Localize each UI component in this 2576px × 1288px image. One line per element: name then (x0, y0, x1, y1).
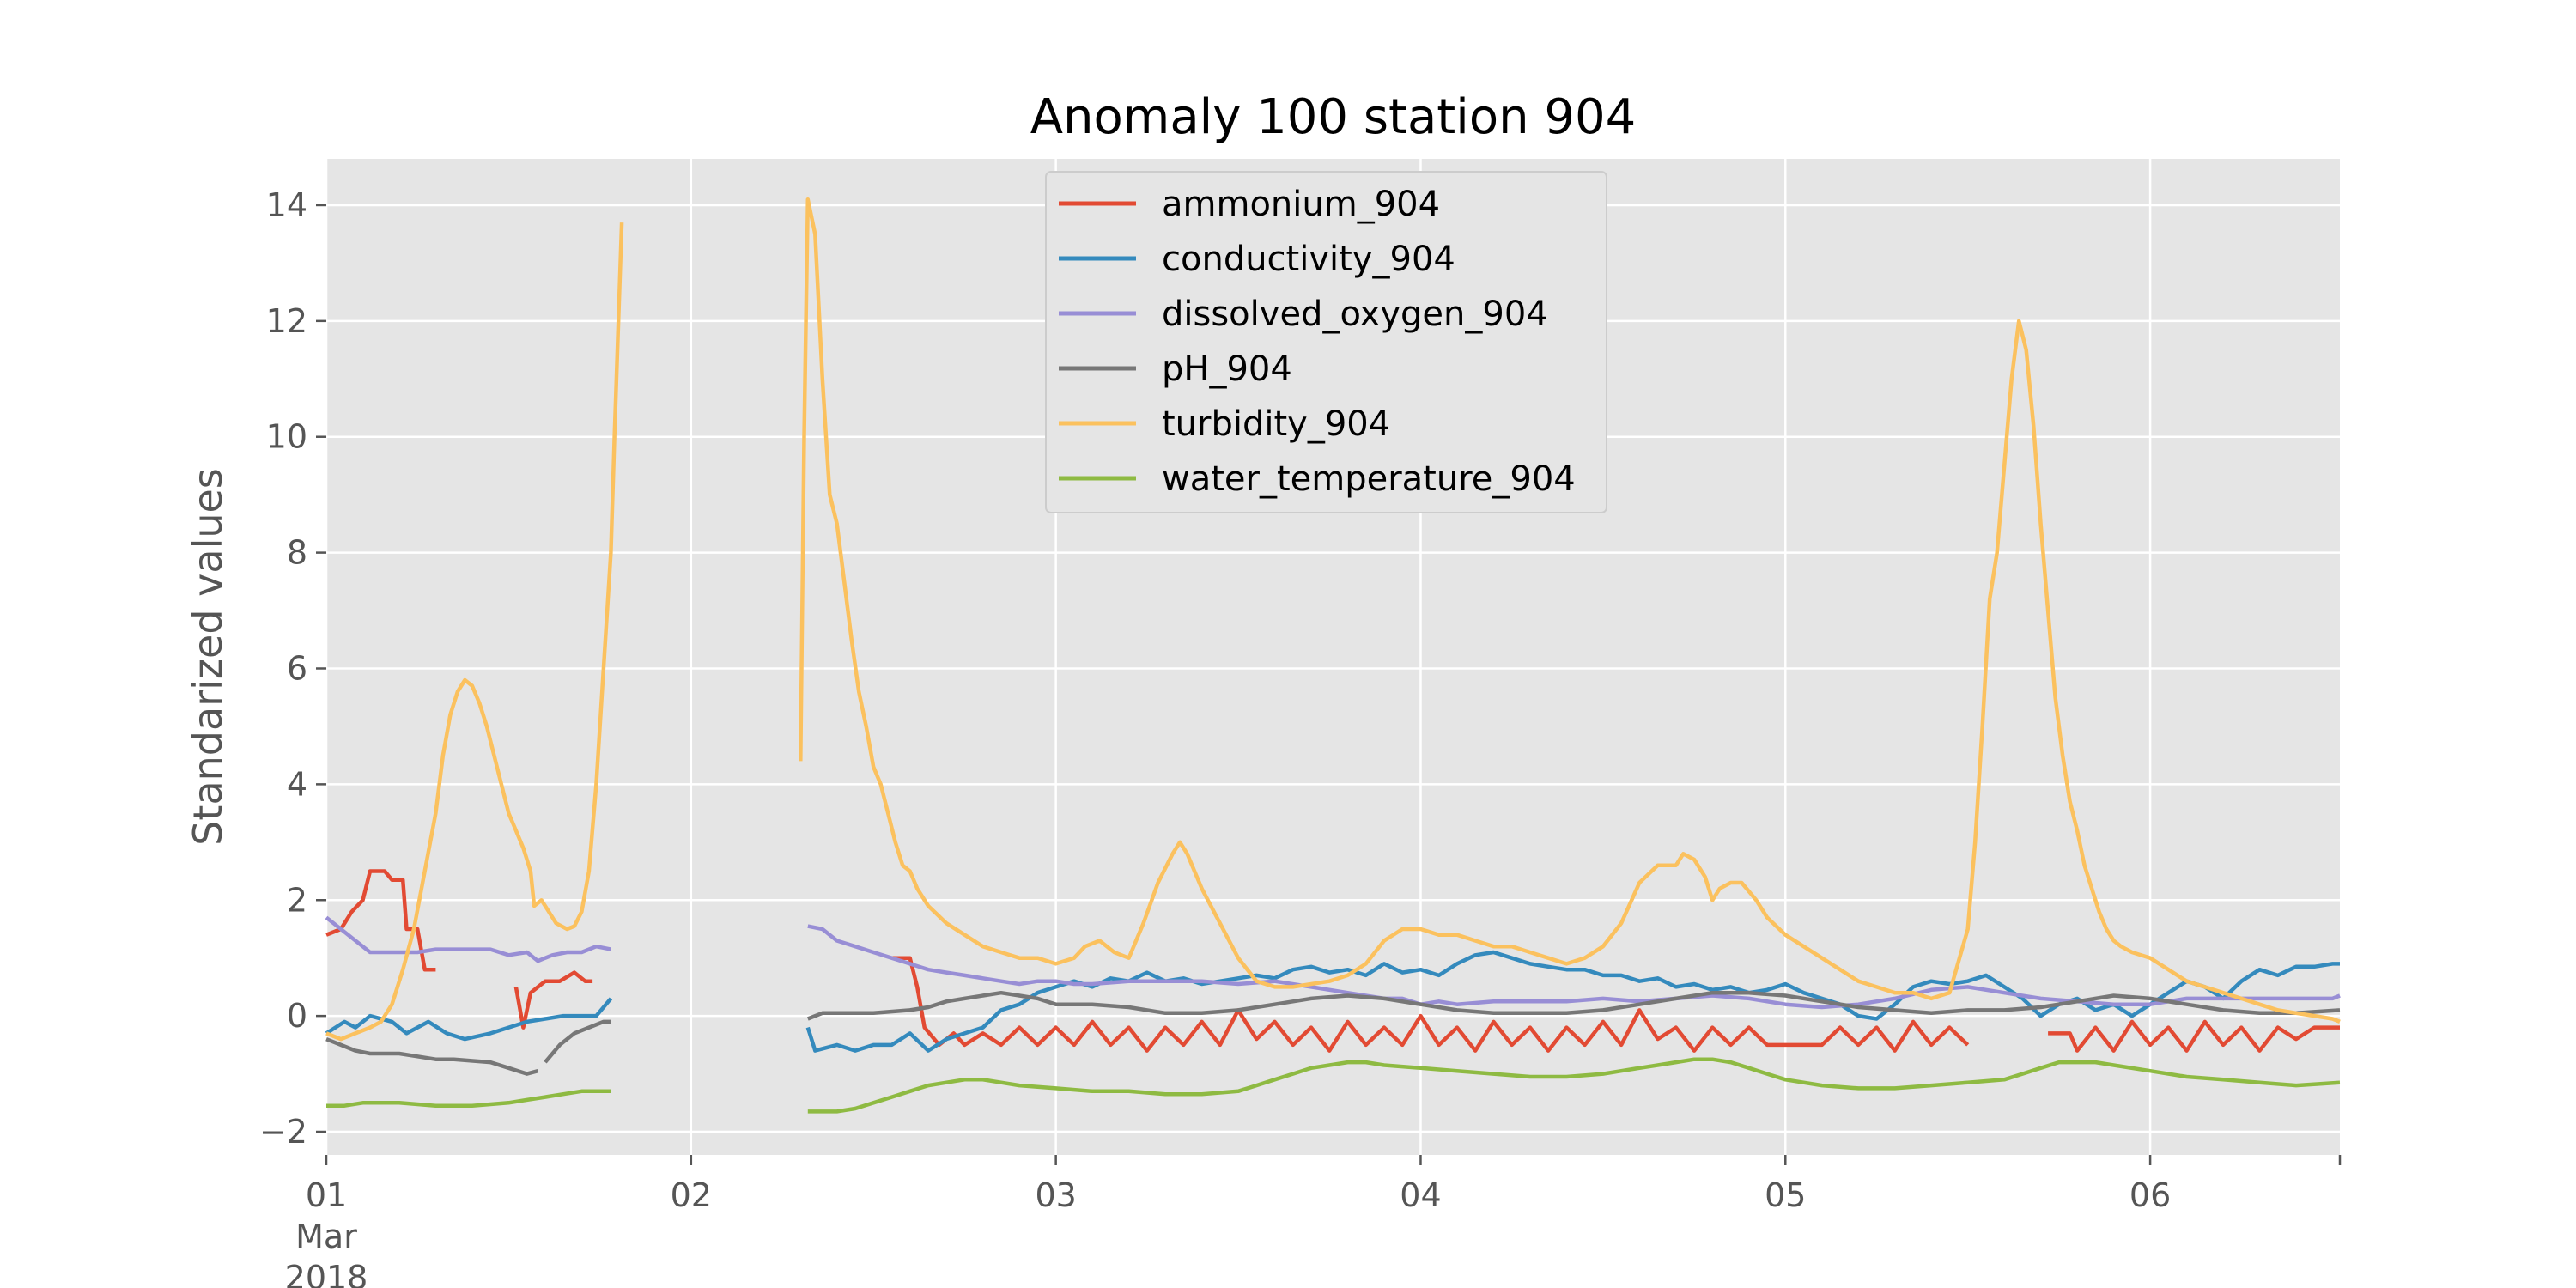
gridlines (325, 159, 2340, 1155)
y-tick-label: 0 (287, 997, 307, 1035)
series-line-segment (325, 1037, 538, 1076)
y-tick-label: −2 (259, 1113, 307, 1151)
series-line-segment (325, 997, 613, 1042)
legend-label: pH_904 (1162, 349, 1292, 389)
legend-label: turbidity_904 (1162, 404, 1390, 444)
series-line-segment (544, 1019, 611, 1064)
series-lines (325, 197, 2341, 1114)
series-line-segment (325, 222, 624, 1042)
x-tick-label: 04 (1400, 1176, 1441, 1214)
y-axis-label: Standarized values (185, 468, 231, 846)
series-line-segment (799, 197, 2341, 1024)
series-pH_904 (325, 990, 2341, 1076)
x-tick-label: Mar (295, 1218, 357, 1255)
series-line-segment (326, 1089, 611, 1108)
series-water_temperature_904 (326, 1057, 2341, 1114)
y-tick-label: 6 (287, 649, 307, 687)
y-tick-label: 10 (266, 418, 307, 456)
legend-label: water_temperature_904 (1162, 459, 1576, 499)
series-line-segment (2048, 1019, 2340, 1053)
series-ammonium_904 (325, 869, 2340, 1053)
x-tick-label: 05 (1765, 1176, 1806, 1214)
y-tick-label: 14 (266, 186, 307, 224)
x-tick-label: 02 (671, 1176, 712, 1214)
legend: ammonium_904 conductivity_904 dissolved_ox… (1045, 171, 1607, 513)
legend-box (1045, 171, 1607, 513)
chart-title: Anomaly 100 station 904 (1030, 89, 1637, 145)
legend-label: conductivity_904 (1162, 240, 1455, 279)
legend-label: ammonium_904 (1162, 185, 1440, 224)
series-turbidity_904 (325, 197, 2341, 1042)
legend-label: dissolved_oxygen_904 (1162, 295, 1548, 334)
x-tick-label: 2018 (285, 1259, 368, 1288)
series-line-segment (806, 990, 2341, 1021)
x-tick-label: 06 (2129, 1176, 2171, 1214)
y-tick-label: 8 (287, 534, 307, 572)
series-line-segment (891, 956, 1970, 1053)
y-tick-label: 2 (287, 881, 307, 919)
x-tick-label: 01 (306, 1176, 347, 1214)
series-line-segment (805, 950, 2340, 1053)
series-line-segment (325, 869, 436, 972)
series-line-segment (807, 1057, 2341, 1114)
series-conductivity_904 (325, 950, 2340, 1053)
series-line-segment (325, 915, 611, 963)
y-tick-label: 4 (287, 765, 307, 803)
x-tick-label: 03 (1035, 1176, 1076, 1214)
y-tick-label: 12 (266, 302, 307, 340)
